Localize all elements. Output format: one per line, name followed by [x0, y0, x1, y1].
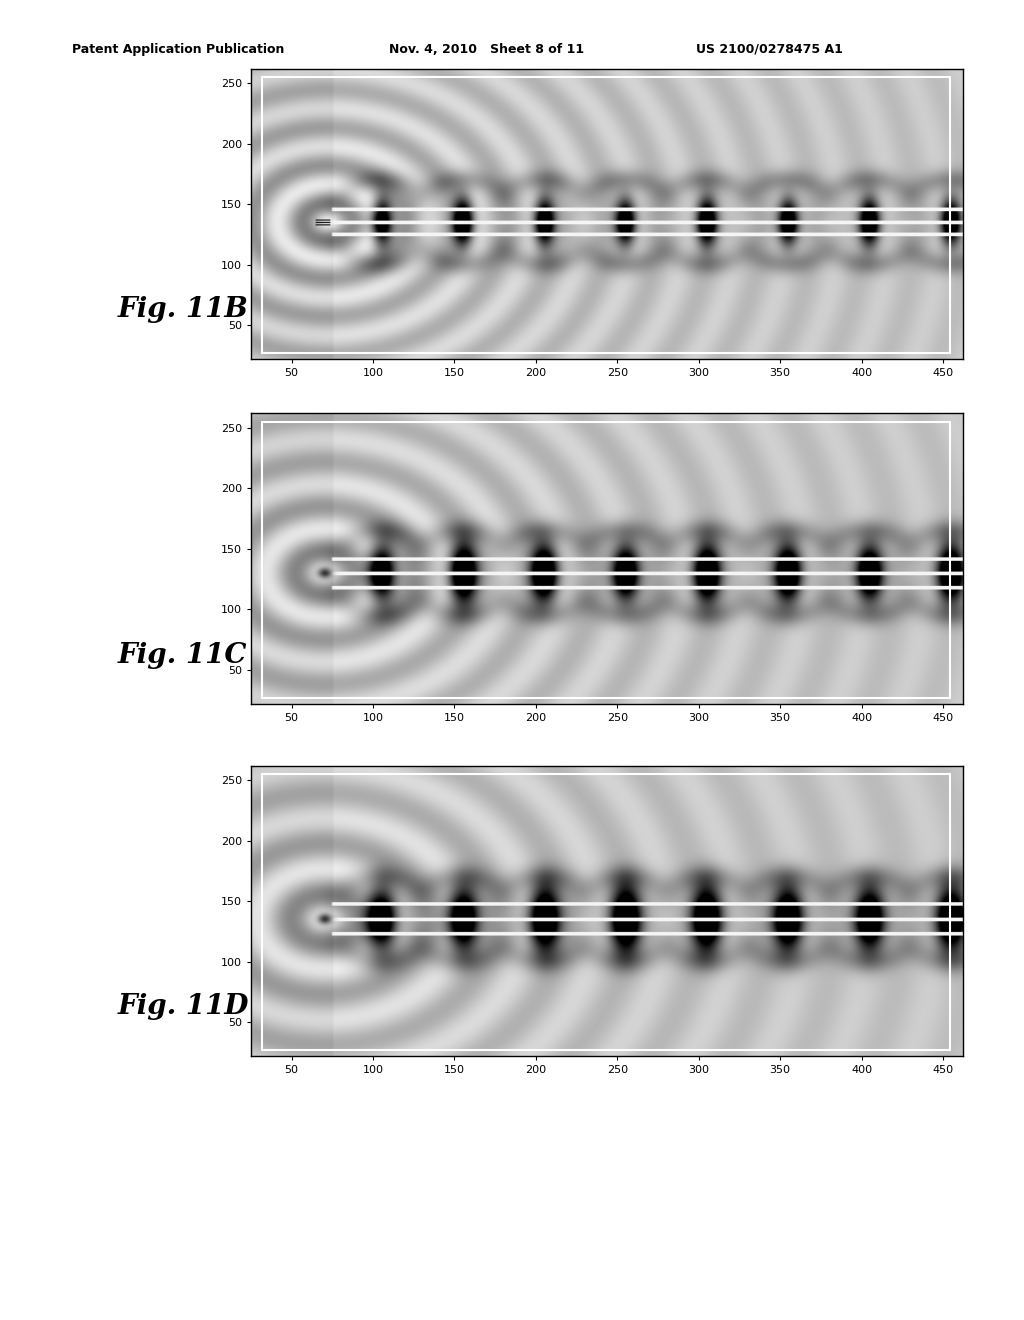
Text: Fig. 11C: Fig. 11C: [118, 642, 247, 669]
Text: Fig. 11D: Fig. 11D: [118, 993, 249, 1020]
Text: US 2100/0278475 A1: US 2100/0278475 A1: [696, 42, 843, 55]
Text: Nov. 4, 2010   Sheet 8 of 11: Nov. 4, 2010 Sheet 8 of 11: [389, 42, 585, 55]
Text: Fig. 11B: Fig. 11B: [118, 296, 249, 323]
Text: Patent Application Publication: Patent Application Publication: [72, 42, 284, 55]
